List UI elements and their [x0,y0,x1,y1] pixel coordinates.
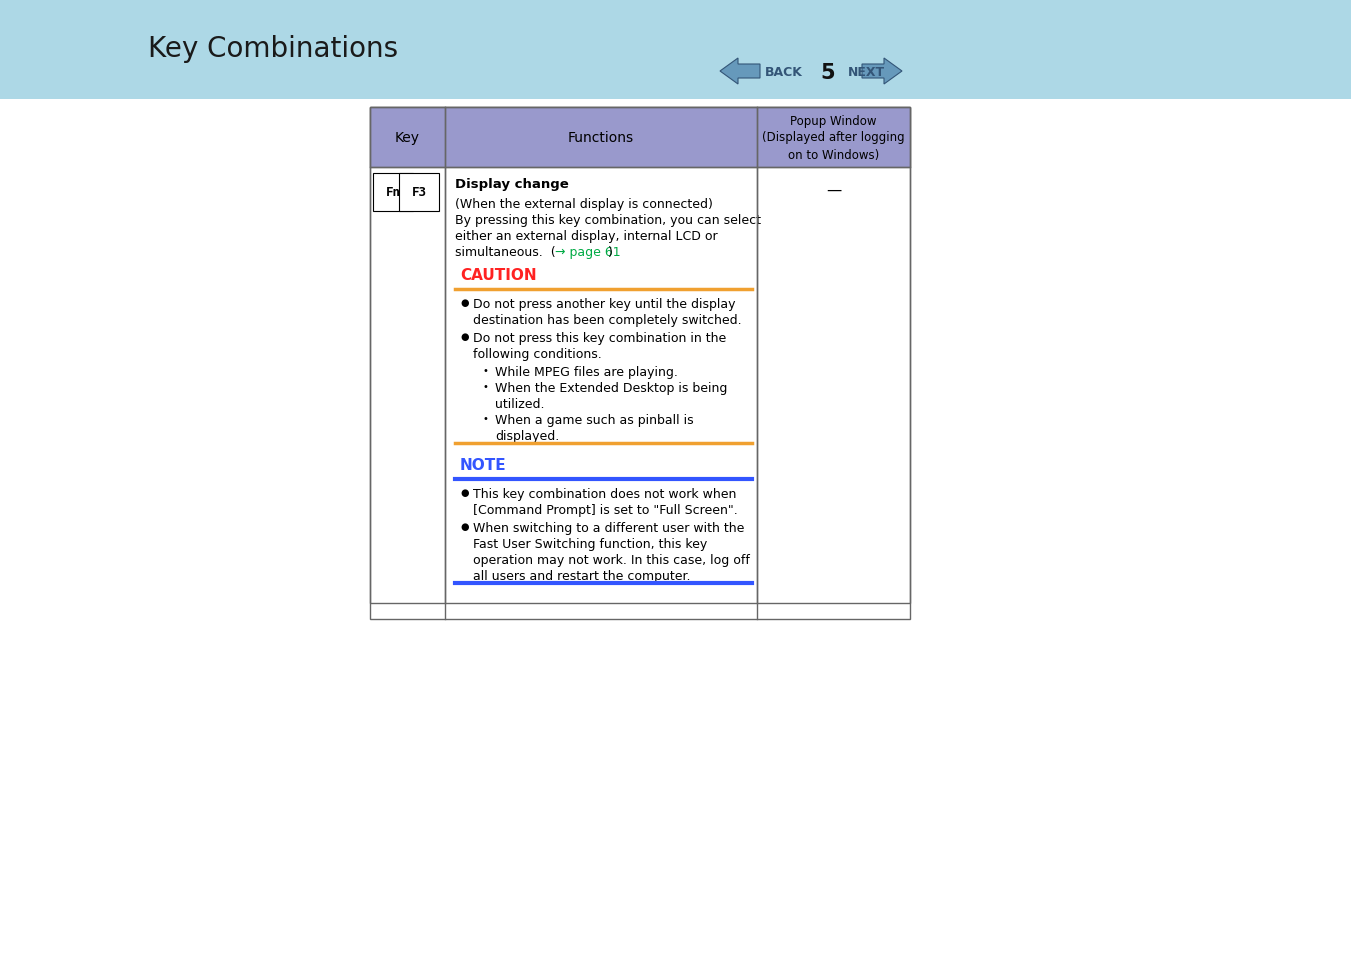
Text: ●: ● [459,297,469,308]
Text: •: • [484,366,489,375]
Text: Popup Window
(Displayed after logging
on to Windows): Popup Window (Displayed after logging on… [762,114,905,161]
Bar [370,108,911,168]
Text: displayed.: displayed. [494,430,559,442]
Text: When switching to a different user with the: When switching to a different user with … [473,521,744,535]
Text: CAUTION: CAUTION [459,268,536,283]
Text: ●: ● [459,332,469,341]
Text: ●: ● [459,488,469,497]
Text: NOTE: NOTE [459,457,507,473]
Text: Fn: Fn [385,186,400,199]
Text: [Command Prompt] is set to "Full Screen".: [Command Prompt] is set to "Full Screen"… [473,503,738,517]
Text: Do not press another key until the display: Do not press another key until the displ… [473,297,735,311]
Bar [370,108,911,619]
Polygon shape [862,59,902,85]
Text: (When the external display is connected): (When the external display is connected) [455,198,713,211]
Text: destination has been completely switched.: destination has been completely switched… [473,314,742,327]
Text: Functions: Functions [567,131,634,145]
Polygon shape [720,59,761,85]
Text: NEXT: NEXT [848,67,885,79]
Text: following conditions.: following conditions. [473,348,601,360]
Text: Do not press this key combination in the: Do not press this key combination in the [473,332,727,345]
Text: BACK: BACK [765,67,802,79]
Text: F3: F3 [412,186,427,199]
Text: •: • [484,414,489,423]
Text: While MPEG files are playing.: While MPEG files are playing. [494,366,678,378]
Text: utilized.: utilized. [494,397,544,411]
Text: +: + [404,190,415,203]
Text: simultaneous.  (: simultaneous. ( [455,246,555,258]
Text: When the Extended Desktop is being: When the Extended Desktop is being [494,381,727,395]
Bar [370,108,911,603]
Text: —: — [825,183,842,198]
Bar [0,0,1351,100]
Text: ●: ● [459,521,469,532]
Text: ): ) [608,246,613,258]
Text: → page 61: → page 61 [555,246,620,258]
Text: Display change: Display change [455,178,569,191]
Text: 5: 5 [820,63,835,83]
Text: Key: Key [394,131,420,145]
Text: either an external display, internal LCD or: either an external display, internal LCD… [455,230,717,243]
Text: This key combination does not work when: This key combination does not work when [473,488,736,500]
Text: Fast User Switching function, this key: Fast User Switching function, this key [473,537,708,551]
Text: By pressing this key combination, you can select: By pressing this key combination, you ca… [455,213,761,227]
Text: Key Combinations: Key Combinations [149,35,399,63]
Text: •: • [484,381,489,392]
Text: operation may not work. In this case, log off: operation may not work. In this case, lo… [473,554,750,566]
Text: When a game such as pinball is: When a game such as pinball is [494,414,693,427]
Text: all users and restart the computer.: all users and restart the computer. [473,569,690,582]
Bar [0,100,1351,953]
